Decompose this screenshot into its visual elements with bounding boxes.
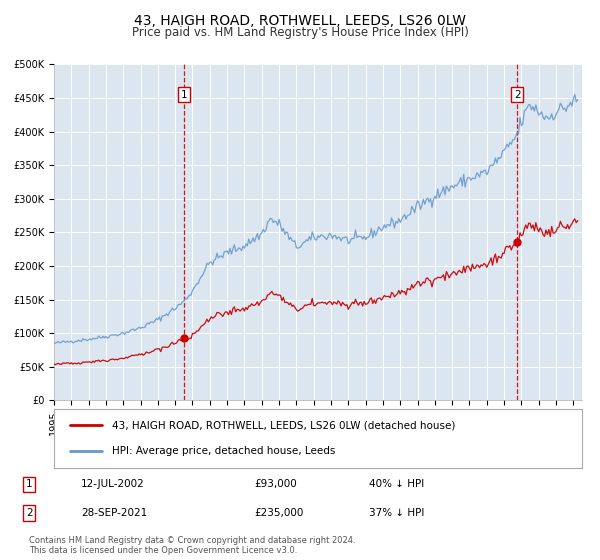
- Text: 43, HAIGH ROAD, ROTHWELL, LEEDS, LS26 0LW (detached house): 43, HAIGH ROAD, ROTHWELL, LEEDS, LS26 0L…: [112, 420, 455, 430]
- Text: 28-SEP-2021: 28-SEP-2021: [81, 508, 148, 518]
- Text: 40% ↓ HPI: 40% ↓ HPI: [369, 479, 424, 489]
- Text: HPI: Average price, detached house, Leeds: HPI: Average price, detached house, Leed…: [112, 446, 335, 456]
- Text: 1: 1: [181, 90, 188, 100]
- Text: 12-JUL-2002: 12-JUL-2002: [81, 479, 145, 489]
- Text: 37% ↓ HPI: 37% ↓ HPI: [369, 508, 424, 518]
- Text: £93,000: £93,000: [254, 479, 296, 489]
- Text: 43, HAIGH ROAD, ROTHWELL, LEEDS, LS26 0LW: 43, HAIGH ROAD, ROTHWELL, LEEDS, LS26 0L…: [134, 14, 466, 28]
- Text: 2: 2: [26, 508, 32, 518]
- Text: Price paid vs. HM Land Registry's House Price Index (HPI): Price paid vs. HM Land Registry's House …: [131, 26, 469, 39]
- Text: Contains HM Land Registry data © Crown copyright and database right 2024.
This d: Contains HM Land Registry data © Crown c…: [29, 536, 356, 555]
- Text: 1: 1: [26, 479, 32, 489]
- Text: £235,000: £235,000: [254, 508, 303, 518]
- Text: 2: 2: [514, 90, 520, 100]
